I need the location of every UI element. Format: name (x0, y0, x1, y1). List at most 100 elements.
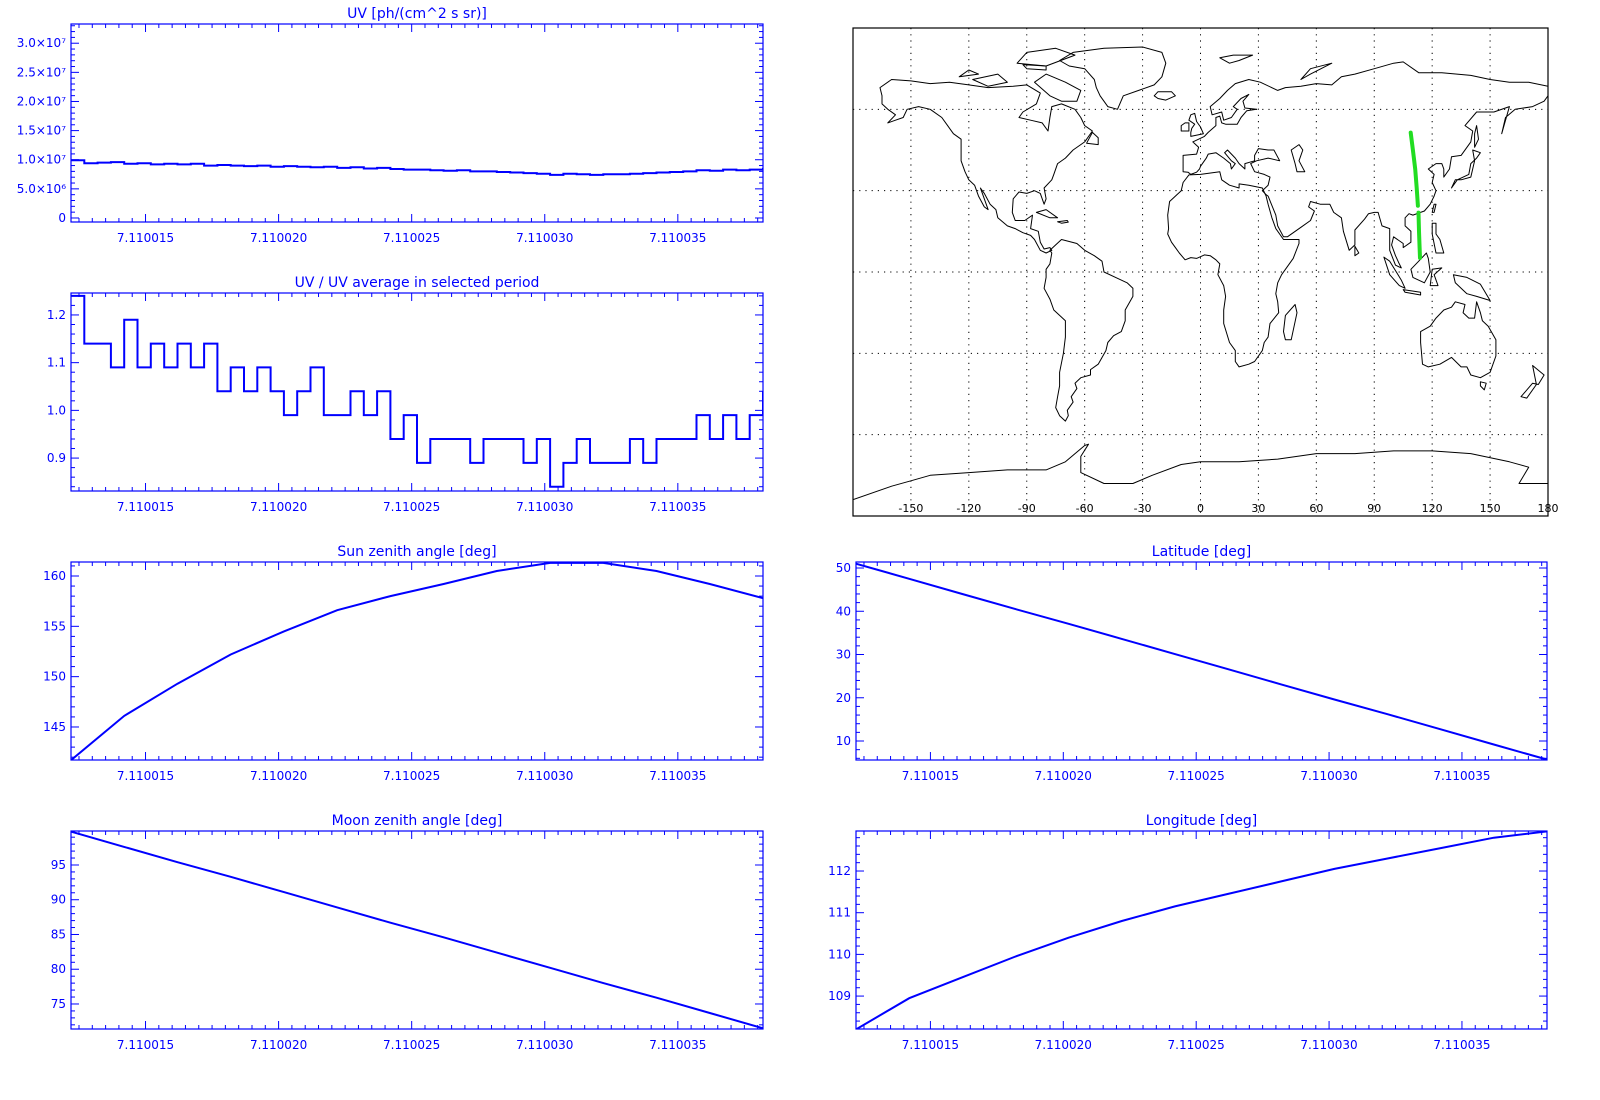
y-tick-label: 150 (43, 670, 66, 684)
coastline (1520, 365, 1545, 399)
plot-frame (855, 830, 1548, 1030)
series-line (71, 294, 763, 488)
sun-zenith-chart: Sun zenith angle [deg] 7.110015 7.110020 7… (43, 544, 764, 783)
x-tick-label: -30 (1134, 502, 1152, 515)
series-line (856, 562, 1547, 760)
coastline (958, 69, 979, 78)
coastline (1451, 149, 1481, 189)
coastline (1059, 46, 1167, 110)
coastline (1383, 256, 1406, 289)
y-tick-label: 2.0×10⁷ (17, 94, 66, 108)
coastline (1086, 131, 1099, 146)
y-tick-label: 1.1 (47, 356, 66, 370)
y-tick-label: 1.0×10⁷ (17, 153, 66, 167)
y-tick-label: 75 (51, 997, 66, 1011)
longitude-chart: Longitude [deg] 7.110015 7.110020 7.110025… (828, 813, 1548, 1052)
y-tick-label: 160 (43, 569, 66, 583)
chart-title: UV [ph/(cm^2 s sr)] (347, 6, 487, 22)
y-tick-label: 155 (43, 619, 66, 633)
x-tick-label: 7.110025 (383, 500, 440, 514)
y-tick-label: 1.0 (47, 403, 66, 417)
x-tick-label: 7.110035 (649, 231, 706, 245)
x-tick-label: 7.110025 (1168, 769, 1225, 783)
x-tick-label: 120 (1422, 502, 1443, 515)
y-tick-label: 85 (51, 927, 66, 941)
plot-frame (855, 561, 1548, 761)
coastline (1188, 112, 1204, 137)
coastline (1035, 209, 1059, 219)
y-tick-label: 109 (828, 989, 851, 1003)
chart-title: Moon zenith angle [deg] (332, 813, 503, 829)
y-tick-label: 20 (836, 691, 851, 705)
y-tick-label: 40 (836, 604, 851, 618)
y-tick-label: 90 (51, 893, 66, 907)
x-tick-label: -60 (1076, 502, 1094, 515)
y-tick-label: 50 (836, 561, 851, 575)
coastline (1354, 245, 1360, 257)
x-tick-label: -90 (1018, 502, 1036, 515)
uv-chart: UV [ph/(cm^2 s sr)] 7.110015 7.110020 7.11… (17, 6, 764, 245)
coastline (1290, 144, 1306, 173)
coastline (1431, 203, 1437, 213)
coastline (1429, 267, 1443, 287)
series-line (856, 831, 1547, 1029)
y-tick-label: 1.2 (47, 308, 66, 322)
coastline (1300, 62, 1333, 80)
x-tick-label: 7.110035 (1433, 769, 1490, 783)
x-tick-label: 7.110030 (1300, 1038, 1357, 1052)
x-tick-label: 7.110015 (117, 769, 174, 783)
x-tick-label: 0 (1197, 502, 1204, 515)
x-tick-label: 30 (1251, 502, 1265, 515)
plot-frame (70, 561, 764, 761)
map-frame (852, 27, 1549, 517)
latitude-chart: Latitude [deg] 7.110015 7.110020 7.110025 7… (836, 544, 1548, 783)
y-tick-label: 95 (51, 858, 66, 872)
x-tick-label: 7.110025 (383, 1038, 440, 1052)
coastline (1167, 171, 1300, 368)
y-tick-label: 145 (43, 720, 66, 734)
x-tick-label: 7.110035 (649, 1038, 706, 1052)
coastline (1479, 381, 1487, 391)
y-tick-label: 10 (836, 734, 851, 748)
coastline (879, 79, 1093, 254)
y-tick-label: 3.0×10⁷ (17, 36, 66, 50)
x-tick-label: 7.110015 (117, 231, 174, 245)
x-tick-label: 7.110025 (383, 769, 440, 783)
coastline (1016, 47, 1076, 67)
plot-frame (70, 23, 764, 223)
uv-ratio-chart: UV / UV average in selected period 7.110… (47, 275, 764, 514)
chart-title: Sun zenith angle [deg] (337, 544, 496, 560)
coastline (1283, 304, 1298, 341)
x-tick-label: -150 (898, 502, 923, 515)
x-tick-label: 7.110020 (250, 500, 307, 514)
x-tick-label: 7.110020 (250, 231, 307, 245)
coastline (1474, 125, 1479, 148)
x-tick-label: 7.110020 (250, 769, 307, 783)
y-tick-label: 80 (51, 962, 66, 976)
x-tick-label: 90 (1367, 502, 1381, 515)
coastline (1057, 220, 1069, 224)
coastline (853, 443, 1548, 501)
x-tick-label: 7.110035 (1433, 1038, 1490, 1052)
x-tick-label: 7.110020 (250, 1038, 307, 1052)
coastline (1182, 61, 1548, 269)
x-tick-label: 7.110030 (516, 500, 573, 514)
x-tick-label: 7.110025 (1168, 1038, 1225, 1052)
x-tick-label: 7.110015 (117, 1038, 174, 1052)
coastline (1022, 64, 1047, 71)
coastline (1452, 274, 1491, 301)
ground-track (1416, 210, 1422, 260)
x-tick-label: 7.110020 (1035, 1038, 1092, 1052)
series-line (71, 562, 763, 760)
coastline (972, 73, 1008, 87)
x-tick-label: 7.110030 (516, 769, 573, 783)
moon-zenith-chart: Moon zenith angle [deg] 7.110015 7.110020… (51, 813, 764, 1052)
x-tick-label: 7.110035 (649, 500, 706, 514)
y-tick-label: 0.9 (47, 451, 66, 465)
x-tick-label: 150 (1480, 502, 1501, 515)
x-tick-label: 60 (1309, 502, 1323, 515)
x-tick-label: 7.110030 (516, 1038, 573, 1052)
x-tick-label: 7.110025 (383, 231, 440, 245)
y-tick-label: 30 (836, 648, 851, 662)
coastline (1431, 222, 1445, 254)
